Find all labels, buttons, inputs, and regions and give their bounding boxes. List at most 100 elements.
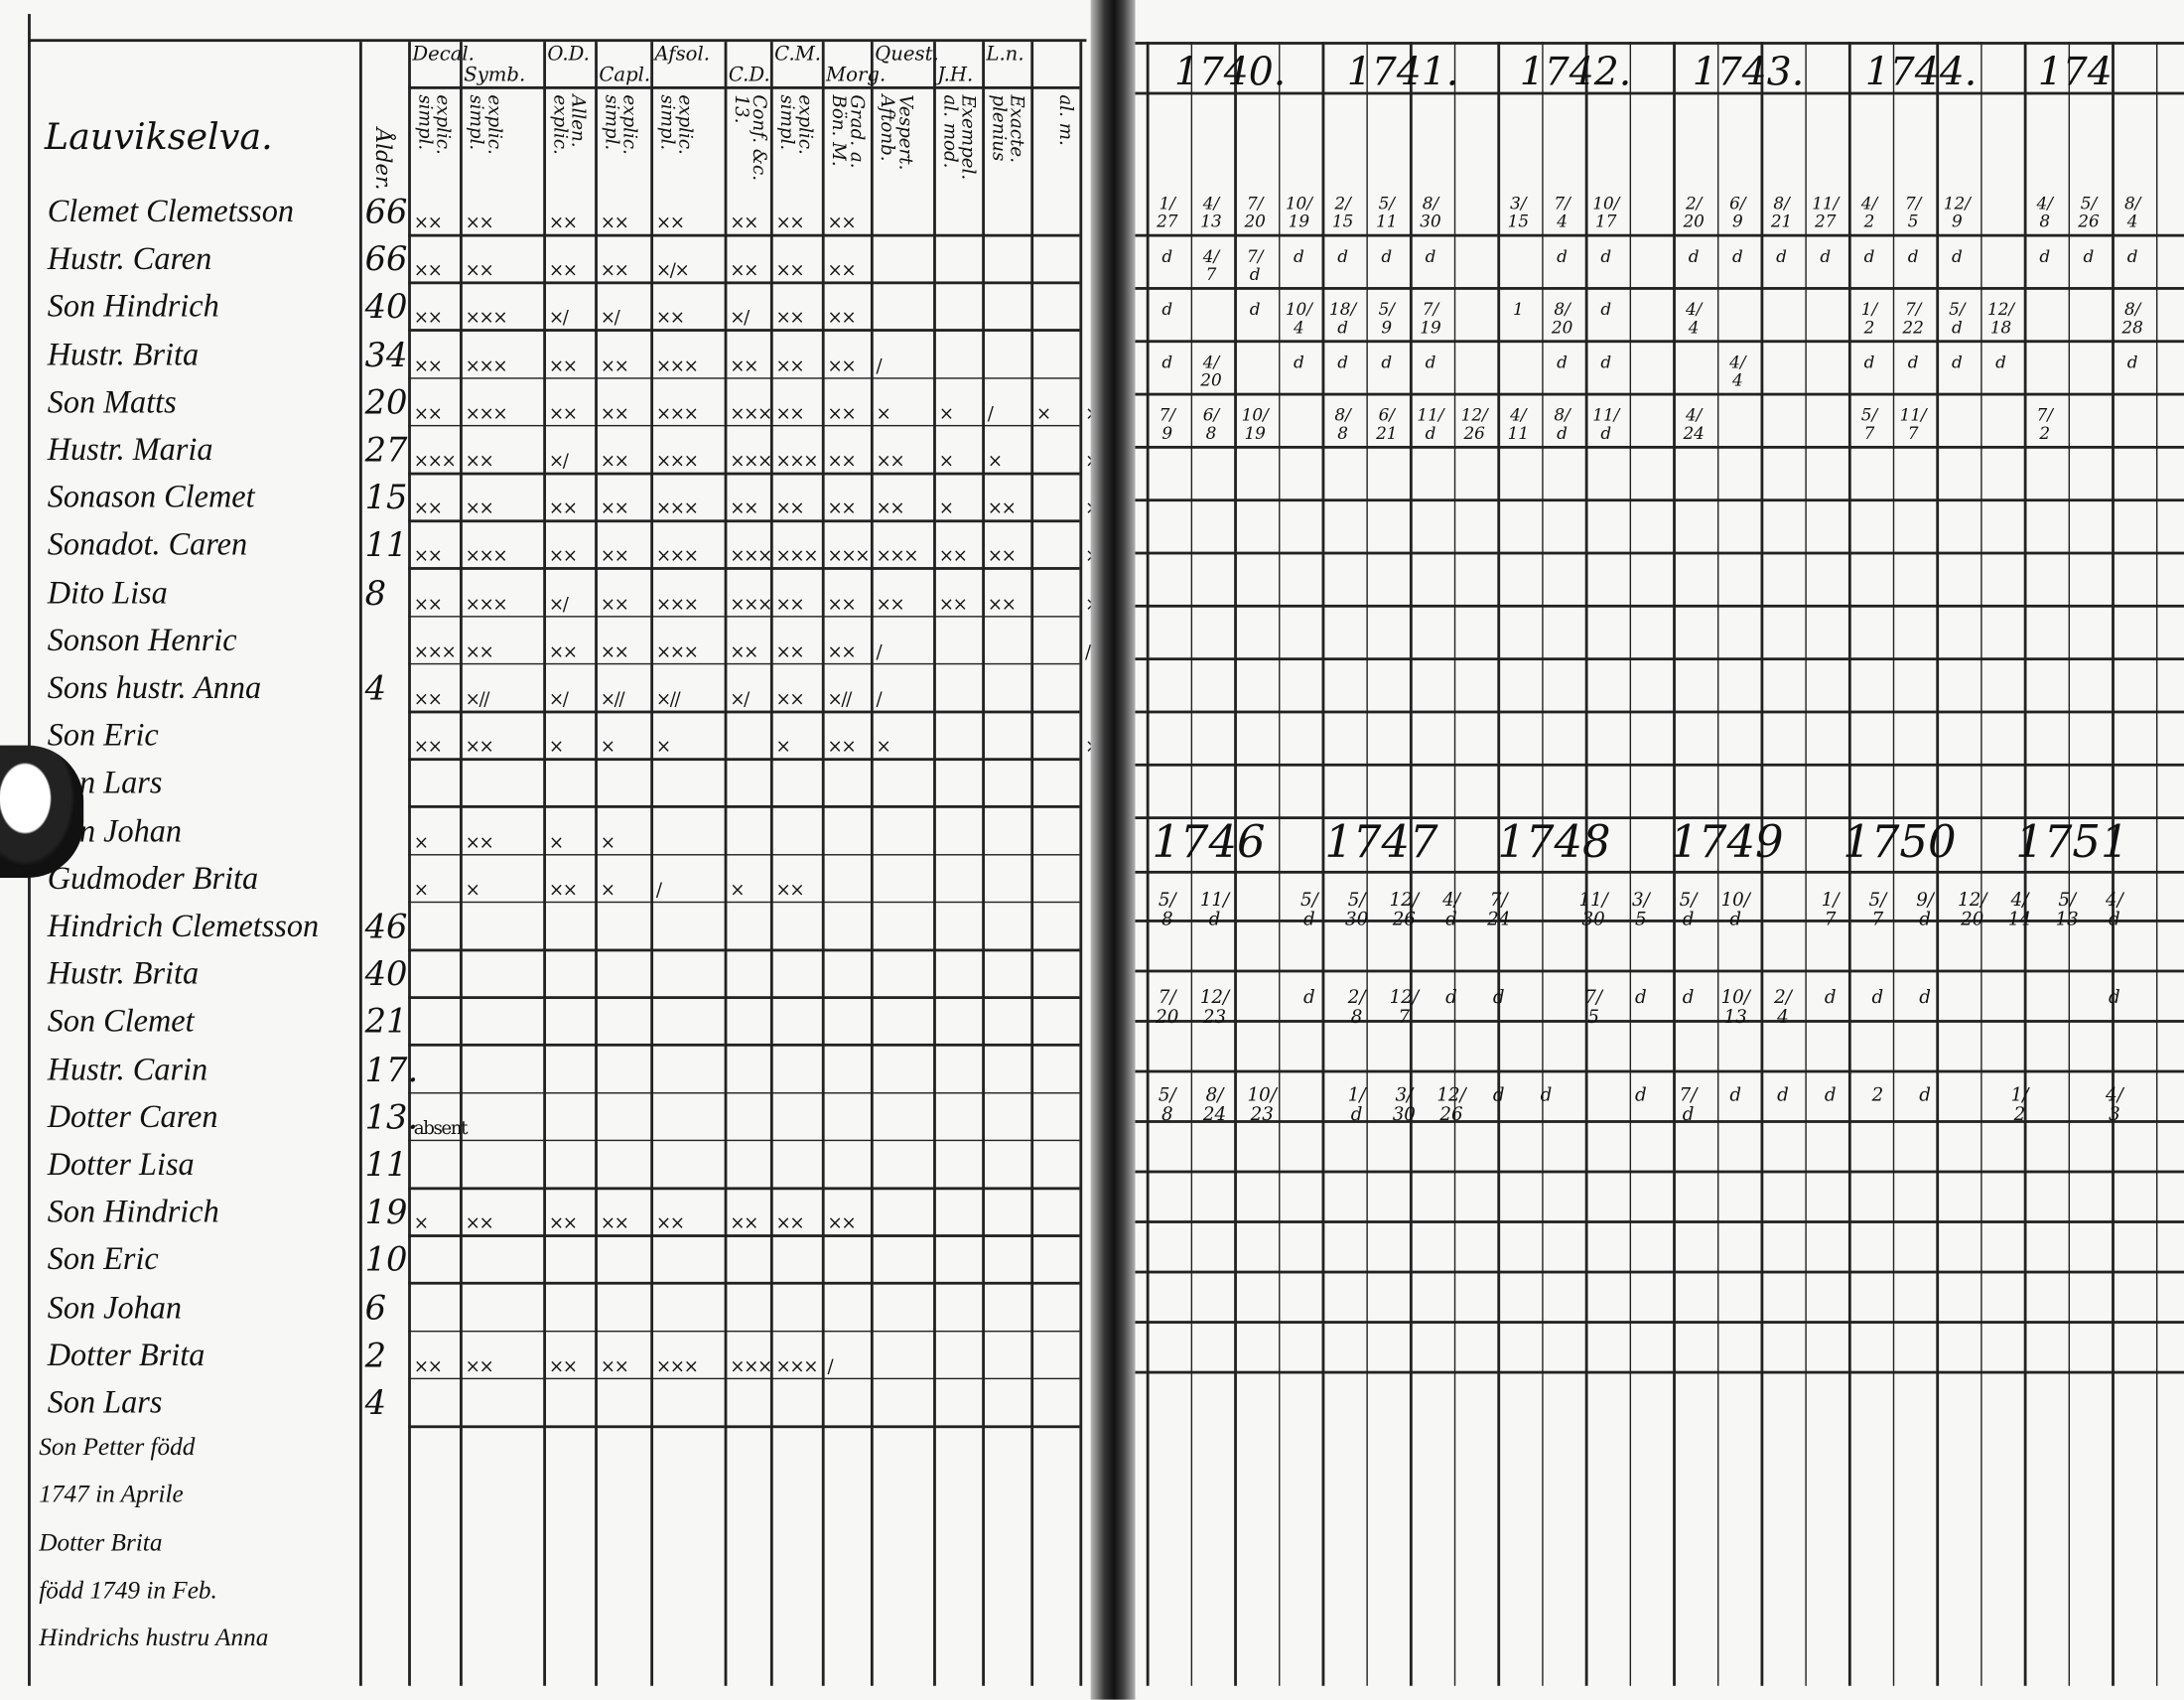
examination-mark: ×××	[413, 451, 457, 473]
examination-mark: ×	[876, 403, 891, 425]
examination-mark: ×××	[465, 594, 508, 616]
examination-mark: ××	[548, 260, 578, 282]
examination-mark: ××	[548, 1356, 578, 1378]
person-name: Son Eric	[47, 1241, 159, 1277]
examination-mark: ×/	[548, 594, 569, 616]
examination-mark: ××	[413, 689, 443, 711]
exam-date-cell: 1	[1513, 299, 1524, 320]
person-name: Clemet Clemetsson	[47, 194, 294, 229]
exam-date-cell: d	[2126, 246, 2138, 266]
examination-mark: ×	[413, 880, 429, 902]
exam-date-cell: d	[1951, 352, 1963, 372]
row-line	[408, 519, 1080, 522]
examination-mark: ××	[600, 546, 629, 568]
row-line	[408, 329, 1080, 332]
person-name: Dotter Caren	[47, 1098, 218, 1134]
exam-date-cell: d	[1634, 1085, 1647, 1107]
examination-mark: ×	[413, 1213, 429, 1235]
examination-mark: ××	[600, 260, 629, 282]
examination-mark: ××	[600, 1356, 629, 1378]
exam-date-cell: d	[1161, 299, 1173, 320]
row-line	[1135, 498, 2184, 501]
examination-mark: ×//	[600, 689, 625, 711]
examination-mark: ×××	[655, 403, 699, 425]
left-page: Lauvikselva. Ålder. Decal. explic. simpl.…	[0, 14, 1125, 1686]
exam-date-cell: 5/d	[1679, 890, 1698, 930]
exam-date-cell: 7/22	[1902, 299, 1924, 337]
examination-mark: ××	[827, 403, 856, 425]
exam-date-cell: d	[1303, 987, 1315, 1009]
exam-date-cell: 10/d	[1720, 890, 1750, 930]
examination-mark: ××	[730, 498, 758, 520]
exam-date-cell: 8/4	[2123, 194, 2141, 231]
row-line	[408, 1282, 1080, 1285]
exam-date-cell: 12/18	[1987, 299, 2015, 337]
row-line	[408, 710, 1080, 713]
exam-date-cell: 4/3	[2106, 1085, 2123, 1126]
person-age: 20	[364, 382, 408, 422]
examination-mark: ××	[413, 594, 443, 616]
exam-date-cell: d	[1907, 352, 1919, 372]
exam-date-cell: 5/8	[1158, 890, 1176, 930]
person-name: Son Eric	[47, 717, 159, 753]
examination-mark: ×	[730, 880, 745, 902]
exam-date-cell: 10/4	[1285, 299, 1312, 337]
year-line	[1135, 91, 2184, 94]
exam-date-cell: d	[1161, 352, 1173, 372]
person-name: Sons hustr. Anna	[47, 669, 262, 705]
examination-mark: ××	[775, 403, 805, 425]
exam-date-cell: 7/19	[1420, 299, 1441, 337]
column-line	[1453, 42, 1456, 1686]
exam-date-cell: d	[1919, 1085, 1931, 1107]
examination-mark: ××	[548, 1213, 578, 1235]
examination-mark: ××	[548, 403, 578, 425]
examination-mark: ××	[827, 641, 856, 663]
examination-mark: ×××	[730, 594, 772, 616]
examination-mark: /	[655, 880, 662, 902]
examination-mark: ×××	[655, 498, 699, 520]
column-line	[1804, 42, 1807, 1686]
examination-mark: ××	[600, 498, 629, 520]
examination-mark: ××	[987, 498, 1017, 520]
column-line	[1079, 42, 1082, 1686]
exam-date-cell: d	[1425, 352, 1436, 372]
column-header: Decal.	[412, 43, 475, 66]
exam-date-cell: 8/24	[1202, 1085, 1227, 1126]
row-line	[408, 853, 1080, 856]
exam-date-cell: d	[2039, 246, 2051, 266]
book-gutter	[1090, 0, 1139, 1700]
examination-mark: ×	[600, 880, 615, 902]
examination-mark: /	[876, 355, 883, 377]
row-line	[1135, 920, 2184, 922]
exam-date-cell: 5/d	[1300, 890, 1318, 930]
column-line	[1541, 42, 1544, 1686]
column-line	[1936, 42, 1939, 1686]
examination-mark: ××	[465, 832, 494, 854]
exam-date-cell: d	[1907, 246, 1919, 266]
exam-date-cell: 7/d	[1679, 1085, 1698, 1126]
column-subheader: Allen. explic.	[548, 94, 589, 155]
examination-mark: ××	[730, 355, 758, 377]
examination-mark: ××	[600, 641, 629, 663]
exam-date-cell: 6/21	[1376, 405, 1398, 443]
column-line	[1189, 42, 1193, 1686]
examination-mark: ××	[730, 260, 758, 282]
exam-date-cell: 4/7	[1202, 246, 1220, 284]
column-line	[1979, 42, 1982, 1686]
column-header: C.D.	[728, 64, 770, 86]
examination-mark: ××	[465, 737, 494, 759]
exam-date-cell: 5/13	[2055, 890, 2079, 930]
examination-mark: /	[827, 1356, 833, 1378]
row-line	[408, 996, 1080, 999]
exam-date-cell: d	[1337, 352, 1348, 372]
column-subheader: Conf. &c. 13.	[730, 94, 769, 182]
column-line	[1892, 42, 1895, 1686]
exam-date-cell: 11/d	[1592, 405, 1620, 443]
column-subheader: Exacte. plenius	[987, 94, 1027, 164]
person-name: Dito Lisa	[47, 574, 168, 610]
exam-date-cell: 4/11	[1507, 405, 1530, 443]
exam-date-cell: 4/8	[2036, 194, 2053, 231]
person-age: 15	[364, 478, 408, 517]
exam-date-cell: 5/11	[1376, 194, 1398, 231]
exam-date-cell: 5/7	[1868, 890, 1887, 930]
